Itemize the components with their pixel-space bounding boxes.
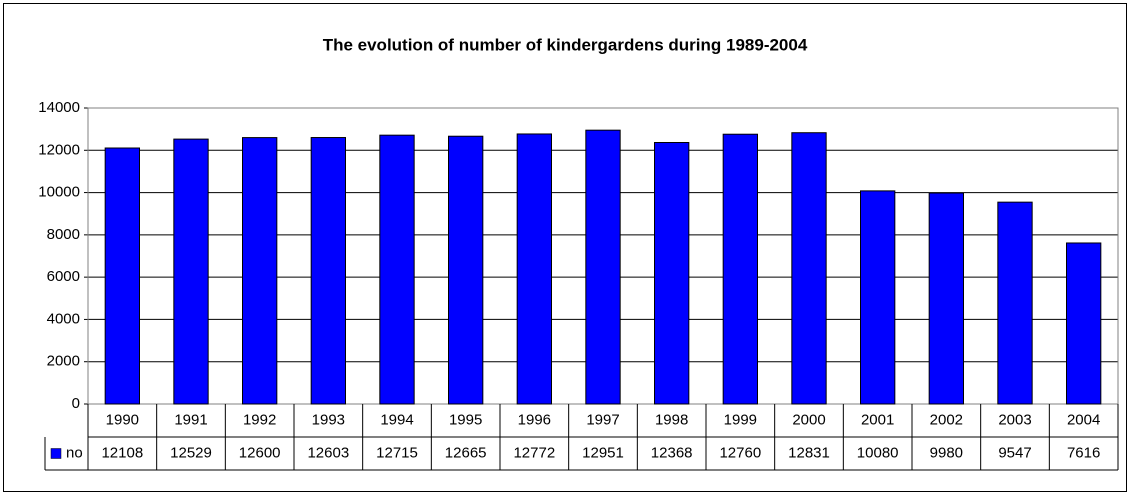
y-tick-label: 6000	[47, 268, 80, 285]
table-value: 12603	[307, 444, 349, 461]
bar	[928, 192, 965, 405]
x-tick-label: 1999	[724, 411, 757, 428]
x-tick-label: 2001	[861, 411, 894, 428]
chart-title: The evolution of number of kindergardens…	[323, 35, 808, 54]
x-tick-label: 1998	[655, 411, 688, 428]
x-tick-label: 2002	[930, 411, 963, 428]
table-value: 12529	[170, 444, 212, 461]
x-tick-label: 1997	[586, 411, 619, 428]
y-tick-label: 12000	[38, 141, 80, 158]
bar	[860, 190, 896, 405]
bar	[791, 132, 827, 405]
x-tick-label: 1996	[518, 411, 551, 428]
x-tick-label: 1992	[243, 411, 276, 428]
bar	[997, 201, 1033, 405]
x-tick-label: 1994	[380, 411, 413, 428]
table-value: 12665	[445, 444, 487, 461]
bar	[585, 129, 621, 405]
bar	[722, 133, 759, 405]
x-tick-label: 1990	[106, 411, 139, 428]
bar	[173, 138, 209, 405]
y-tick-label: 10000	[38, 184, 80, 201]
bar	[242, 137, 278, 405]
table-value: 12715	[376, 444, 418, 461]
table-value: 12600	[239, 444, 281, 461]
table-value: 12951	[582, 444, 624, 461]
legend-swatch	[50, 448, 62, 459]
table-value: 12772	[513, 444, 555, 461]
y-tick-label: 0	[72, 395, 80, 412]
table-value: 12108	[101, 444, 143, 461]
x-tick-label: 2003	[998, 411, 1031, 428]
x-tick-label: 2004	[1067, 411, 1100, 428]
x-tick-label: 2000	[792, 411, 825, 428]
bar	[310, 137, 346, 405]
x-tick-label: 1993	[312, 411, 345, 428]
y-tick-label: 8000	[47, 226, 80, 243]
table-value: 12368	[651, 444, 693, 461]
bar	[654, 142, 690, 405]
table-value: 12831	[788, 444, 830, 461]
table-value: 9980	[930, 444, 963, 461]
y-tick-label: 2000	[47, 353, 80, 370]
x-tick-label: 1991	[174, 411, 207, 428]
bar	[448, 135, 484, 405]
legend-label: no	[66, 444, 83, 461]
y-tick-label: 14000	[38, 99, 80, 116]
table-value: 12760	[719, 444, 761, 461]
table-value: 10080	[857, 444, 899, 461]
table-value: 7616	[1067, 444, 1100, 461]
x-tick-label: 1995	[449, 411, 482, 428]
bar	[379, 134, 415, 405]
bar	[1066, 242, 1102, 405]
y-tick-label: 4000	[47, 310, 80, 327]
bar	[104, 147, 140, 405]
bar	[516, 133, 553, 405]
table-value: 9547	[998, 444, 1031, 461]
